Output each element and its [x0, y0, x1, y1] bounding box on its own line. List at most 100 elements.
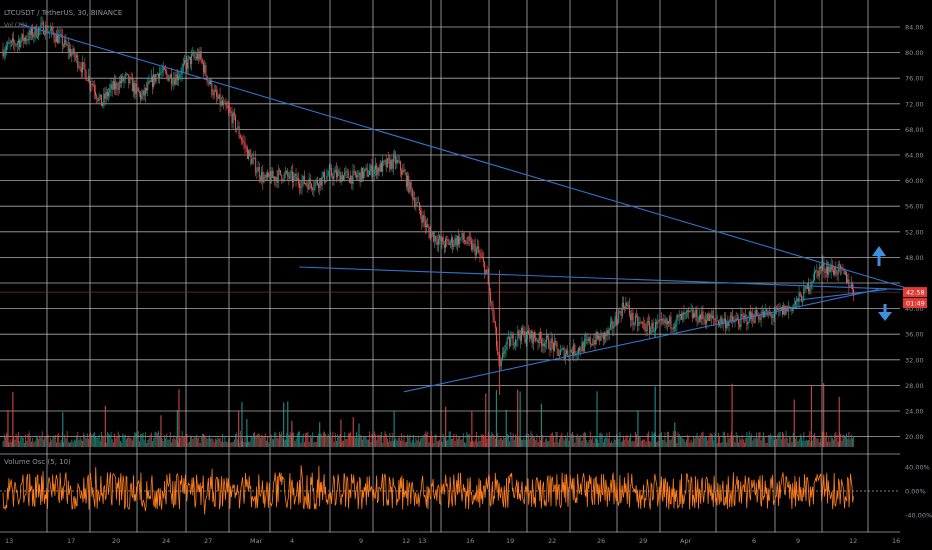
volume-bar: [4, 435, 6, 447]
volume-bar: [417, 436, 419, 447]
trendline-apex-support[interactable]: [796, 288, 887, 301]
volume-bar: [295, 438, 297, 447]
volume-bar: [228, 438, 229, 447]
volume-bar: [120, 440, 121, 447]
candle-body: [213, 90, 215, 96]
volume-bar: [748, 431, 750, 447]
time-axis[interactable]: 13 17 20 24 27 Mar 4 9 12 13 16 19 22 26 29 Apr 6 9 12 16: [5, 537, 900, 545]
candle-body: [23, 38, 25, 42]
volume-bar: [375, 434, 377, 447]
oscillator-title[interactable]: Volume Osc (5, 10): [4, 458, 71, 466]
volume-bar: [101, 431, 102, 447]
candle-body: [272, 176, 274, 178]
volume-bar: [843, 435, 845, 447]
candle-body: [360, 168, 362, 183]
volume-bar: [729, 435, 731, 447]
candle-body: [552, 342, 554, 351]
time-axis-label: 22: [548, 537, 556, 545]
trendline-rising-support[interactable]: [403, 288, 879, 393]
candle-body: [117, 89, 119, 90]
volume-bar: [403, 435, 405, 447]
volume-bar: [847, 439, 849, 447]
volume-bar: [676, 442, 678, 447]
candle-body: [258, 167, 260, 178]
candle-body: [571, 352, 573, 356]
candle-body: [350, 175, 352, 183]
volume-bar: [752, 440, 754, 447]
candle-body: [440, 235, 442, 242]
candle-body: [813, 271, 815, 280]
volume-bar: [64, 434, 66, 447]
candle-body: [475, 248, 477, 256]
volume-bar: [397, 438, 399, 447]
trendline-upper-resistance[interactable]: [19, 23, 912, 290]
candle-body: [816, 270, 818, 271]
candle-body: [338, 171, 340, 173]
candle-body: [74, 56, 76, 58]
candle-body: [129, 77, 131, 84]
candle-body: [127, 73, 129, 75]
candle-body: [87, 75, 89, 82]
candle-body: [198, 53, 200, 60]
candle-body: [411, 189, 413, 199]
candle-body: [180, 74, 182, 76]
symbol-header[interactable]: LTCUSDT / TetherUS, 30, BINANCE: [4, 9, 123, 17]
candle-body: [243, 141, 245, 143]
volume-bar: [693, 435, 694, 447]
candle-body: [168, 78, 170, 81]
volume-spike: [291, 420, 293, 447]
price-axis-label: 60.00: [905, 177, 924, 185]
price-axis[interactable]: 84.00 80.00 76.00 72.00 68.00 64.00 60.00 56.00…: [905, 24, 932, 520]
volume-bar: [83, 432, 85, 447]
volume-bar: [650, 441, 652, 447]
candle-body: [486, 269, 488, 274]
candle-body: [91, 84, 93, 85]
candle-body: [507, 337, 509, 339]
volume-bar: [376, 439, 378, 447]
candle-body: [163, 67, 165, 70]
volume-bar: [182, 436, 184, 447]
candle-body: [509, 337, 511, 347]
volume-spike: [485, 393, 487, 447]
volume-bar: [309, 434, 311, 447]
candle-body: [739, 324, 741, 328]
candle-body: [388, 158, 390, 160]
volume-bar: [659, 433, 661, 447]
volume-bar: [454, 440, 456, 447]
volume-bar: [256, 434, 258, 447]
volume-bar: [122, 433, 124, 447]
volume-bar: [814, 433, 815, 447]
candle-body: [104, 93, 106, 99]
volume-bar: [789, 435, 791, 447]
candle-body: [156, 73, 158, 75]
volume-bar: [582, 433, 584, 447]
volume-bar: [733, 435, 735, 447]
volume-bar: [99, 440, 101, 447]
volume-bar: [604, 438, 605, 447]
volume-bar: [338, 436, 340, 447]
volume-bar: [8, 442, 10, 447]
trendline-horizontal-resistance[interactable]: [299, 266, 904, 290]
candle-body: [33, 35, 35, 38]
volume-bar: [300, 442, 302, 447]
volume-bar: [572, 431, 573, 447]
candle-body: [239, 135, 241, 139]
volume-bar: [701, 432, 703, 447]
volume-bar: [125, 439, 127, 447]
volume-bar: [559, 438, 560, 447]
volume-bar: [493, 435, 495, 447]
volume-bar: [589, 431, 591, 447]
candle-body: [780, 307, 782, 310]
oscillator-line: [2, 465, 854, 515]
trendlines[interactable]: [19, 23, 912, 393]
candle-body: [347, 171, 349, 179]
candle-body: [64, 39, 66, 46]
candle-body: [650, 328, 652, 334]
volume-indicator-label[interactable]: Vol (20): [4, 22, 28, 29]
volume-bar: [833, 439, 834, 447]
volume-bar: [712, 434, 713, 447]
volume-bar: [305, 433, 307, 447]
volume-bar: [619, 431, 621, 447]
candle-body: [359, 172, 361, 183]
